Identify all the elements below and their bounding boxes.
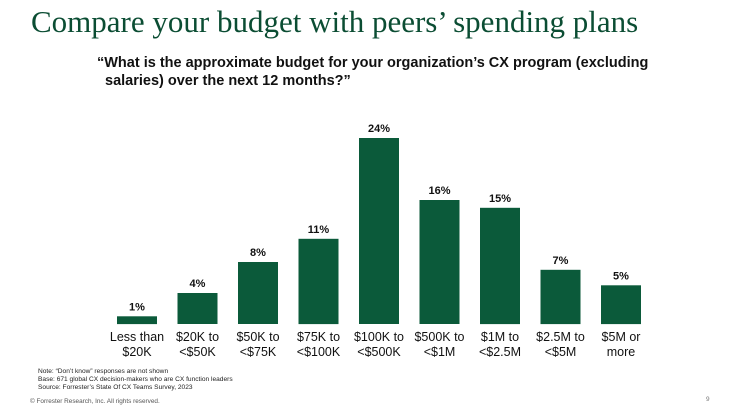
data-label-4: 24% <box>368 123 390 135</box>
note-line: Note: “Don’t know” responses are not sho… <box>38 368 169 375</box>
bar-1 <box>177 293 218 324</box>
category-label-2-line-2: <$75K <box>240 345 277 359</box>
question-line-2: salaries) over the next 12 months?” <box>105 73 351 89</box>
copyright-footer: © Forrester Research, Inc. All rights re… <box>30 398 160 405</box>
bar-0 <box>117 316 157 325</box>
category-label-6-line-1: $1M to <box>481 330 519 344</box>
category-label-7-line-2: <$5M <box>545 345 577 359</box>
category-label-8-line-2: more <box>607 345 636 359</box>
chart-question: “What is the approximate budget for your… <box>97 54 657 90</box>
category-label-0-line-1: Less than <box>110 330 164 344</box>
bar-6 <box>480 207 520 325</box>
category-label-3-line-2: <$100K <box>297 345 341 359</box>
source-line: Source: Forrester’s State Of CX Teams Su… <box>38 384 193 391</box>
page-number: 9 <box>706 396 710 403</box>
bar-4 <box>359 138 399 324</box>
bar-7 <box>540 269 581 325</box>
data-label-2: 8% <box>250 247 266 259</box>
data-label-8: 5% <box>613 270 629 282</box>
category-label-1-line-2: <$50K <box>179 345 216 359</box>
category-label-3-line-1: $75K to <box>297 330 340 344</box>
slide-title: Compare your budget with peers’ spending… <box>31 4 639 39</box>
data-label-0: 1% <box>129 301 145 313</box>
data-label-6: 15% <box>489 193 511 205</box>
category-label-4-line-1: $100K to <box>354 330 404 344</box>
question-line-1: “What is the approximate budget for your… <box>97 55 649 71</box>
category-label-7-line-1: $2.5M to <box>536 330 585 344</box>
chart-notes: Note: “Don’t know” responses are not sho… <box>38 368 233 392</box>
bar-2 <box>238 262 278 324</box>
data-label-5: 16% <box>428 185 450 197</box>
data-label-3: 11% <box>308 224 330 236</box>
data-label-7: 7% <box>553 255 569 267</box>
category-label-2-line-1: $50K to <box>236 330 279 344</box>
data-label-1: 4% <box>190 278 206 290</box>
category-label-6-line-2: <$2.5M <box>479 345 521 359</box>
category-label-8-line-1: $5M or <box>602 330 641 344</box>
bar-5 <box>419 200 460 324</box>
category-label-1-line-1: $20K to <box>176 330 219 344</box>
category-label-5-line-2: <$1M <box>424 345 456 359</box>
base-line: Base: 671 global CX decision-makers who … <box>38 376 233 383</box>
category-label-5-line-1: $500K to <box>414 330 464 344</box>
bar-8 <box>601 285 641 325</box>
category-label-0-line-2: $20K <box>122 345 152 359</box>
category-label-4-line-2: <$500K <box>357 345 401 359</box>
bar-3 <box>298 238 339 325</box>
